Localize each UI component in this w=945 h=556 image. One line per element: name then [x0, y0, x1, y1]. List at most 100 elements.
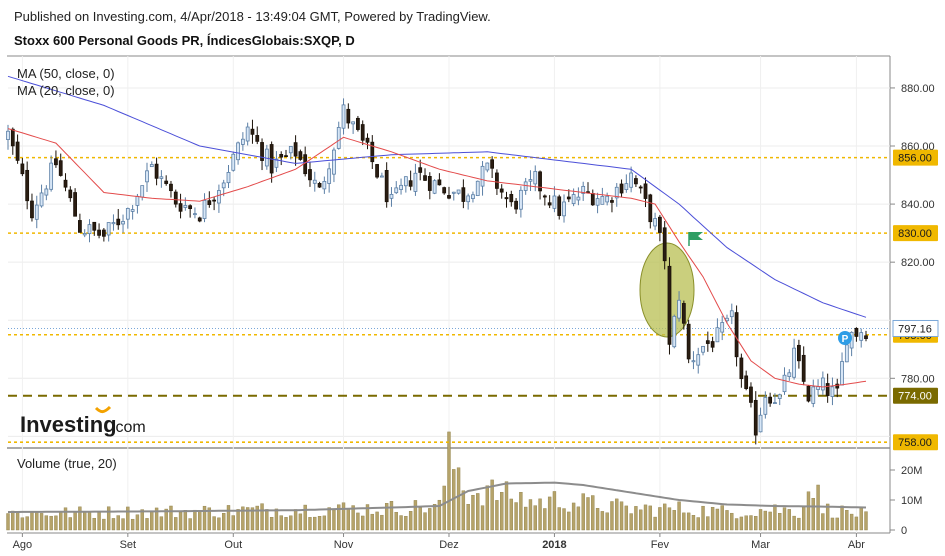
volume-bar — [849, 513, 854, 531]
volume-bar — [68, 517, 72, 531]
volume-bar — [768, 511, 772, 531]
candle-body — [279, 154, 284, 158]
volume-bar — [648, 505, 652, 531]
volume-bar — [610, 501, 614, 531]
volume-bar — [380, 514, 384, 531]
volume-pane — [6, 431, 868, 531]
time-tick-label: Fev — [651, 539, 670, 551]
candle-body — [523, 181, 528, 191]
volume-bar — [346, 508, 351, 531]
candle-body — [658, 216, 662, 233]
level-label-box — [893, 149, 938, 166]
candle-body — [154, 163, 159, 179]
candle-body — [629, 172, 634, 188]
candle-body — [341, 104, 346, 129]
volume-bar — [514, 502, 518, 531]
volume-bar — [562, 508, 566, 531]
candle-body — [63, 179, 68, 188]
highlight-ellipse — [639, 242, 695, 338]
candle-body — [442, 187, 447, 194]
candle-body — [696, 354, 701, 366]
candle-body — [226, 172, 231, 184]
time-tick-label: Nov — [334, 539, 354, 551]
candle-body — [782, 374, 787, 393]
volume-ma-line — [8, 481, 867, 513]
candle-body — [806, 385, 811, 402]
candle-body — [437, 179, 442, 186]
volume-bar — [418, 507, 422, 531]
candle-body — [744, 375, 749, 390]
volume-bar — [715, 508, 720, 531]
volume-bar — [543, 508, 547, 531]
candle-body — [403, 176, 408, 187]
volume-bar — [792, 515, 796, 531]
marker-icon[interactable]: P — [838, 331, 852, 345]
candle-body — [801, 354, 806, 382]
volume-bar — [825, 503, 830, 531]
volume-bar — [725, 510, 729, 531]
volume-bar — [322, 515, 327, 531]
volume-bar — [586, 497, 590, 531]
volume-bar — [183, 510, 188, 531]
volume-bar — [236, 509, 240, 531]
candle-body — [202, 199, 207, 219]
candle-body — [39, 192, 44, 207]
candle-body — [322, 181, 327, 190]
candle-body — [820, 377, 825, 391]
candle-body — [590, 193, 595, 206]
volume-bar — [174, 517, 178, 531]
candle-body — [739, 357, 744, 380]
time-tick-label: Set — [120, 539, 137, 551]
candle-body — [30, 200, 34, 219]
candle-body — [485, 162, 490, 171]
volume-bar — [111, 518, 116, 531]
candle-body — [777, 394, 782, 399]
volume-bar — [840, 505, 844, 531]
candle-body — [729, 310, 734, 318]
volume-bar — [701, 505, 705, 531]
volume-bar — [778, 513, 782, 531]
volume-bar — [265, 509, 269, 531]
volume-bar — [811, 498, 815, 531]
candle-body — [317, 182, 322, 188]
candle-body — [533, 171, 538, 185]
candle-body — [408, 180, 413, 187]
candle-body — [389, 193, 394, 199]
volume-bar — [581, 493, 585, 531]
candle-body — [672, 315, 677, 348]
candle-body — [87, 224, 92, 235]
volume-bar — [677, 501, 681, 531]
candle-body — [653, 218, 657, 227]
volume-bar — [207, 507, 212, 531]
time-tick-label: Ago — [13, 539, 33, 551]
candle-body — [864, 335, 868, 339]
volume-bar — [154, 507, 159, 531]
volume-bar — [351, 505, 355, 531]
volume-bar — [250, 507, 255, 531]
ma20-legend: MA (20, close, 0) — [17, 83, 115, 98]
level-label: 758.00 — [898, 437, 932, 449]
candle-body — [236, 142, 240, 161]
volume-bar — [658, 507, 662, 531]
volume-bar — [845, 510, 849, 531]
candle-body — [250, 128, 255, 135]
published-caption: Published on Investing.com, 4/Apr/2018 -… — [14, 9, 491, 24]
candle-body — [480, 165, 485, 187]
candle-body — [518, 189, 523, 210]
candle-body — [610, 200, 614, 203]
volume-bar — [145, 518, 149, 531]
candle-body — [384, 170, 389, 203]
volume-bar — [629, 513, 633, 531]
candle-body — [816, 386, 820, 390]
price-tick-label: 860.00 — [901, 141, 935, 153]
volume-bar — [504, 481, 509, 531]
volume-bar — [92, 517, 96, 531]
candle-body — [447, 195, 451, 199]
candle-body — [197, 217, 202, 222]
volume-bar — [164, 508, 168, 531]
volume-bar — [476, 493, 480, 531]
volume-bar — [303, 504, 307, 531]
volume-bar — [523, 506, 528, 531]
volume-bar — [78, 506, 82, 531]
